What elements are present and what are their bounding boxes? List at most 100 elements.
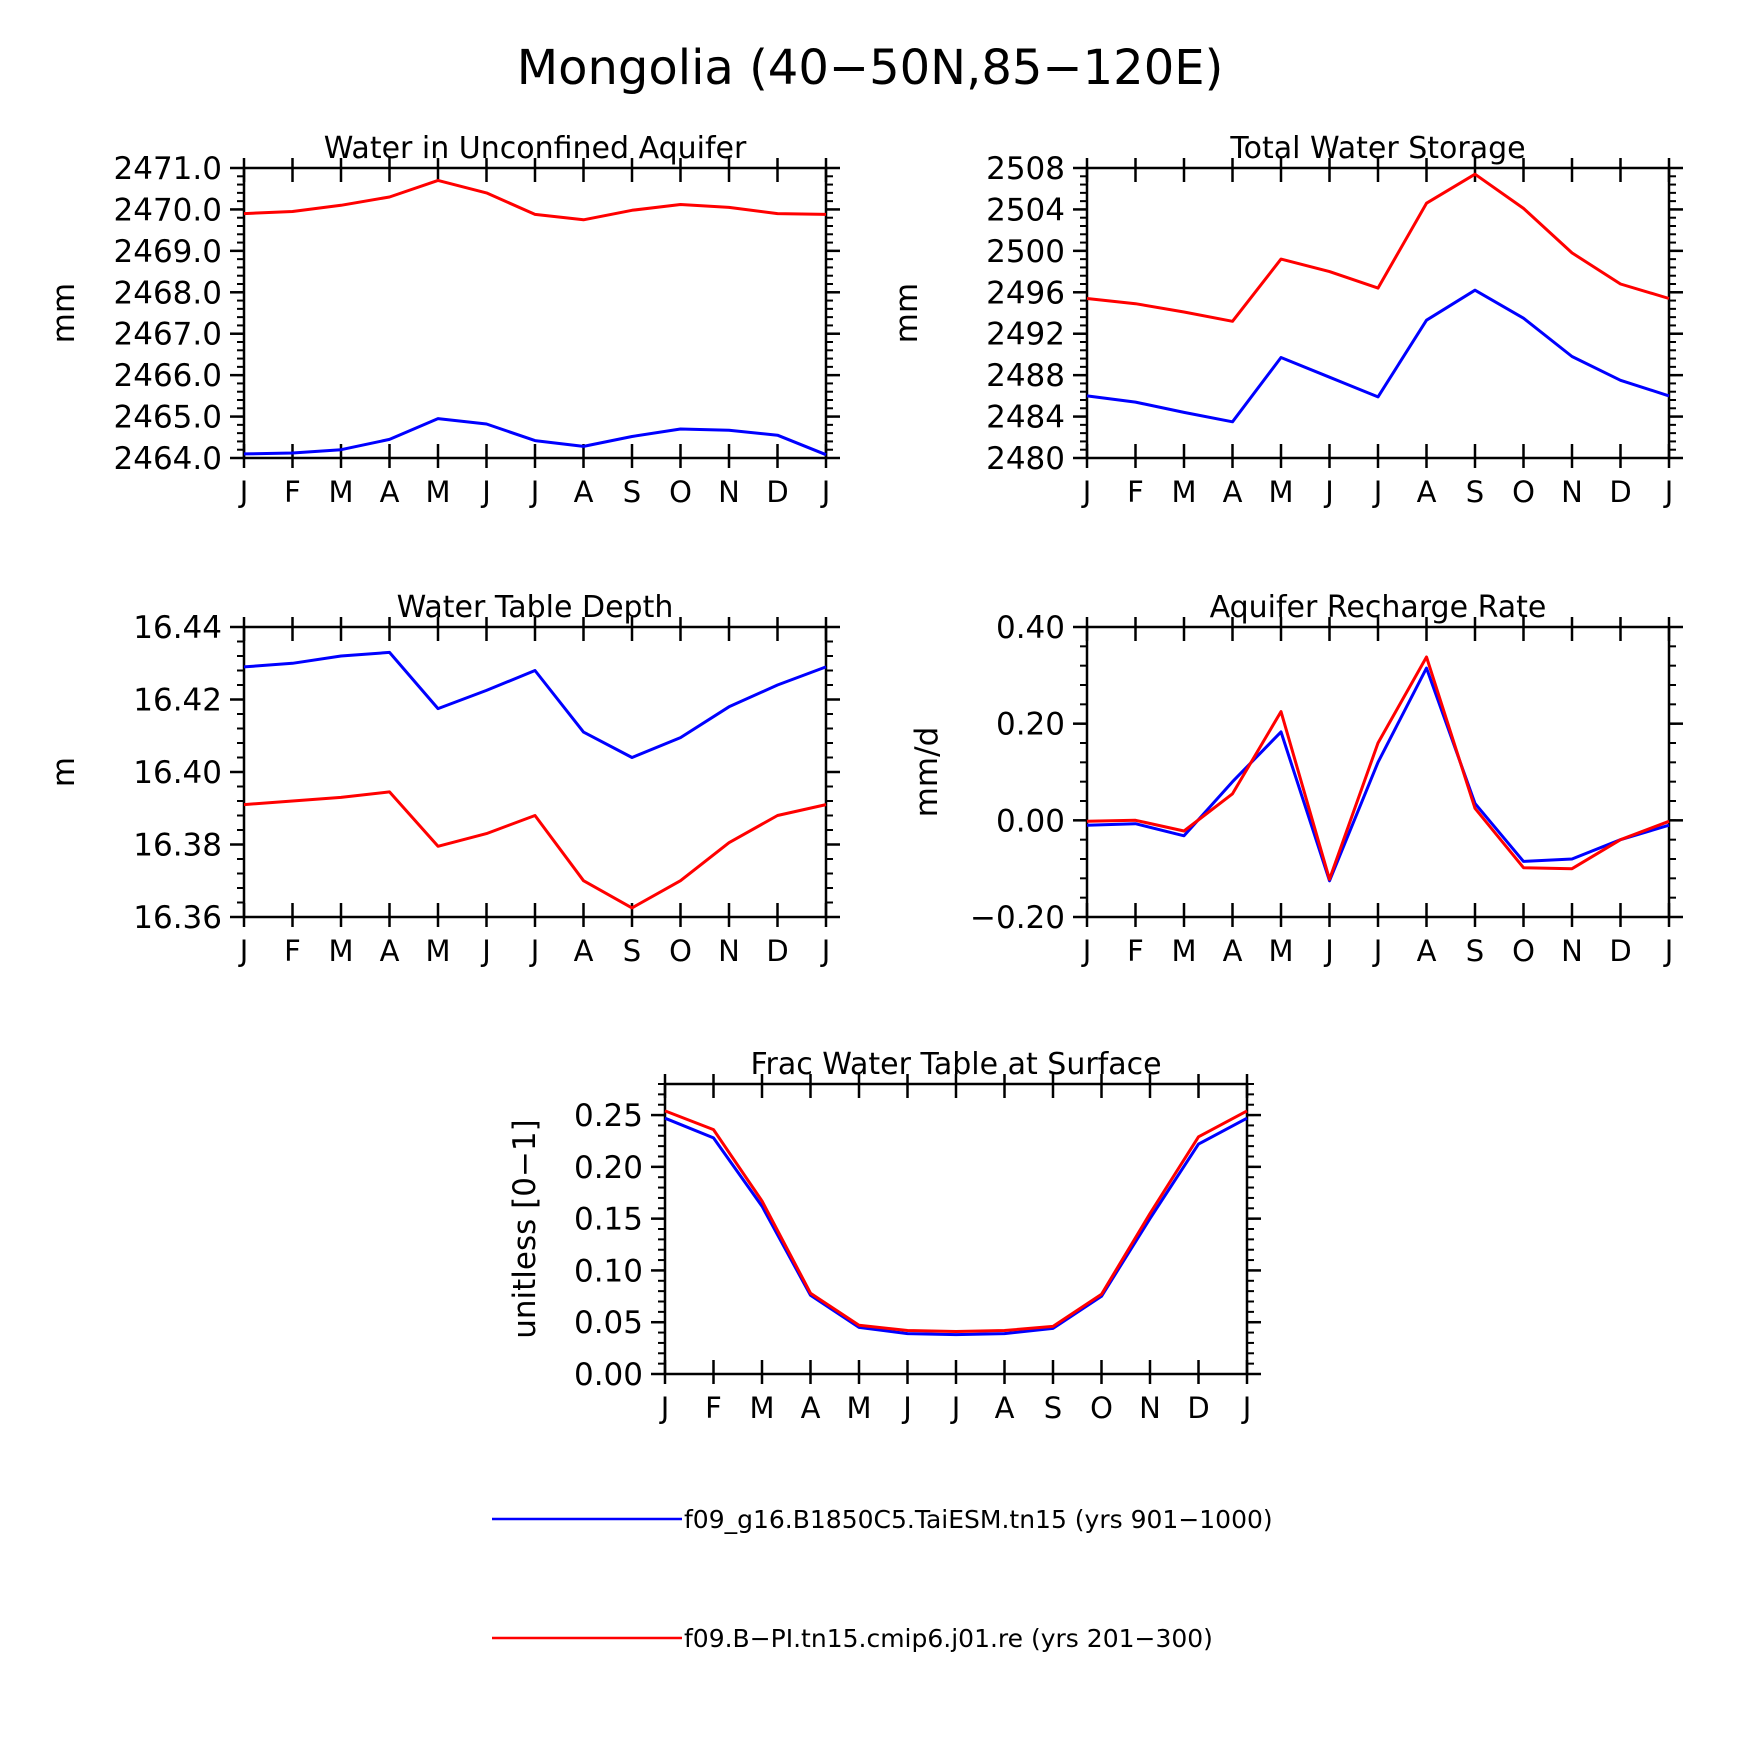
- x-tick-label: F: [1127, 475, 1144, 509]
- y-tick-label: 0.20: [996, 707, 1065, 743]
- x-tick-label: O: [669, 475, 692, 509]
- series-line-1: [243, 650, 827, 759]
- x-tick-label: M: [328, 934, 353, 968]
- y-tick-label: 2508: [986, 151, 1065, 187]
- x-tick-label: J: [1323, 934, 1334, 968]
- x-tick-label: J: [1241, 1391, 1252, 1425]
- y-tick-label: 2504: [986, 192, 1065, 228]
- x-tick-label: J: [659, 1391, 670, 1425]
- x-tick-label: J: [1372, 475, 1383, 509]
- x-tick-label: N: [1561, 475, 1583, 509]
- x-tick-label: J: [1323, 475, 1334, 509]
- x-tick-label: J: [238, 475, 249, 509]
- x-tick-label: J: [1372, 934, 1383, 968]
- x-tick-label: M: [1268, 934, 1293, 968]
- x-tick-label: A: [1223, 934, 1243, 968]
- y-tick-label: 0.05: [574, 1305, 643, 1341]
- series-line-1: [1086, 666, 1670, 883]
- x-tick-label: N: [718, 934, 740, 968]
- x-tick-label: N: [1139, 1391, 1161, 1425]
- x-tick-label: A: [1223, 475, 1243, 509]
- y-tick-label: 2500: [986, 234, 1065, 270]
- x-tick-label: N: [718, 475, 740, 509]
- x-tick-label: O: [669, 934, 692, 968]
- plot-frame: [1085, 625, 1671, 919]
- legend-label: f09_g16.B1850C5.TaiESM.tn15 (yrs 901−100…: [684, 1505, 1273, 1534]
- y-tick-label: 16.36: [133, 900, 222, 936]
- x-tick-label: J: [901, 1391, 912, 1425]
- y-tick-label: 2471.0: [114, 151, 222, 187]
- y-tick-label: 2466.0: [114, 358, 222, 394]
- y-tick-label: 16.42: [133, 683, 222, 719]
- x-tick-label: J: [820, 934, 831, 968]
- y-axis-label: mm: [46, 283, 82, 343]
- x-tick-label: J: [1081, 934, 1092, 968]
- y-tick-label: 2480: [986, 441, 1065, 477]
- x-tick-label: A: [380, 934, 400, 968]
- x-tick-label: A: [574, 934, 594, 968]
- series-line-1: [243, 417, 827, 457]
- x-tick-label: J: [1081, 475, 1092, 509]
- y-axis-label: unitless [0−1]: [507, 1119, 543, 1339]
- y-tick-label: 2484: [986, 400, 1065, 436]
- x-tick-label: D: [1187, 1391, 1209, 1425]
- x-tick-label: J: [1663, 475, 1674, 509]
- y-tick-label: 0.25: [574, 1098, 643, 1134]
- y-tick-label: 2496: [986, 275, 1065, 311]
- x-tick-label: J: [950, 1391, 961, 1425]
- y-tick-label: 2469.0: [114, 234, 222, 270]
- series-line-2: [243, 178, 827, 222]
- x-tick-label: S: [1044, 1391, 1062, 1425]
- x-tick-label: A: [1417, 475, 1437, 509]
- x-tick-label: J: [480, 934, 491, 968]
- series-line-2: [243, 790, 827, 910]
- plot-frame: [1085, 166, 1671, 460]
- y-tick-label: 0.10: [574, 1253, 643, 1289]
- x-tick-label: J: [480, 475, 491, 509]
- legend: f09_g16.B1850C5.TaiESM.tn15 (yrs 901−100…: [492, 1505, 1273, 1653]
- y-axis-label: m: [46, 757, 82, 787]
- y-tick-label: 0.15: [574, 1202, 643, 1238]
- x-tick-label: F: [705, 1391, 722, 1425]
- x-tick-label: O: [1090, 1391, 1113, 1425]
- x-tick-label: M: [328, 475, 353, 509]
- x-tick-label: F: [1127, 934, 1144, 968]
- x-tick-label: J: [529, 475, 540, 509]
- x-tick-label: S: [1466, 934, 1484, 968]
- y-tick-label: 2488: [986, 358, 1065, 394]
- x-tick-label: M: [846, 1391, 871, 1425]
- x-tick-label: F: [284, 934, 301, 968]
- x-tick-label: M: [1171, 934, 1196, 968]
- x-tick-label: J: [820, 475, 831, 509]
- x-tick-label: F: [284, 475, 301, 509]
- x-tick-label: M: [1171, 475, 1196, 509]
- y-tick-label: 0.20: [574, 1150, 643, 1186]
- plot-frame: [242, 166, 828, 460]
- x-tick-label: M: [749, 1391, 774, 1425]
- x-tick-label: O: [1512, 475, 1535, 509]
- x-tick-label: J: [1663, 934, 1674, 968]
- y-tick-label: 2468.0: [114, 275, 222, 311]
- y-tick-label: 0.00: [574, 1357, 643, 1393]
- x-tick-label: D: [1609, 475, 1631, 509]
- x-tick-label: M: [425, 475, 450, 509]
- y-tick-label: 2467.0: [114, 317, 222, 353]
- y-axis-label: mm/d: [909, 727, 945, 818]
- x-tick-label: A: [801, 1391, 821, 1425]
- x-tick-label: S: [623, 934, 641, 968]
- x-tick-label: D: [766, 934, 788, 968]
- y-tick-label: 0.40: [996, 610, 1065, 646]
- y-tick-label: 16.40: [133, 755, 222, 791]
- y-tick-label: 16.44: [133, 610, 222, 646]
- y-tick-label: 2465.0: [114, 400, 222, 436]
- series-line-2: [1086, 172, 1670, 323]
- series-line-1: [664, 1116, 1248, 1337]
- x-tick-label: A: [574, 475, 594, 509]
- x-tick-label: M: [425, 934, 450, 968]
- x-tick-label: D: [1609, 934, 1631, 968]
